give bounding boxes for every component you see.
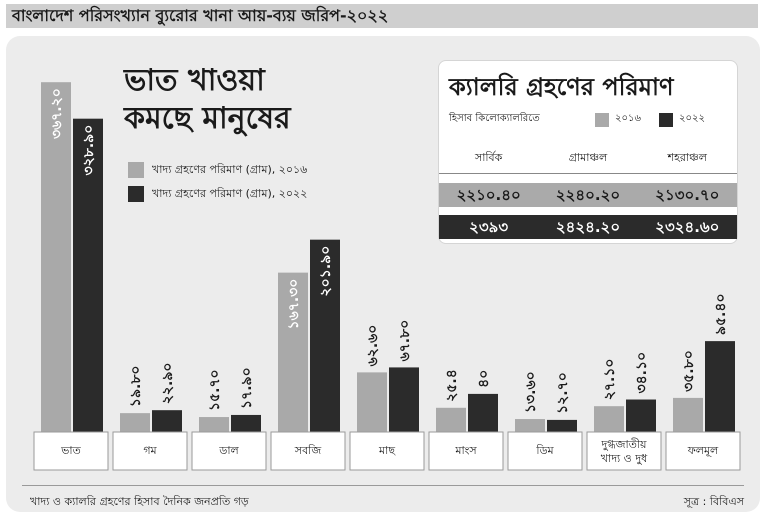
- bar-2016-4: [357, 372, 387, 432]
- value-label-2016-4: ৬২.৬০: [365, 325, 381, 367]
- calorie-divider: [439, 165, 737, 174]
- calorie-2022-rural: ২৪২৪.২০: [555, 218, 621, 236]
- footer-source: সূত্র : বিবিএস: [683, 495, 744, 508]
- main-title-line-2: কমছে মানুষের: [124, 101, 291, 136]
- footer-note: খাদ্য ও ক্যালরি গ্রহণের হিসাব দৈনিক জনপ্…: [30, 495, 249, 508]
- bar-2022-6: [547, 419, 577, 432]
- legend-item-2016: খাদ্য গ্রহণের পরিমাণ (গ্রাম), ২০১৬: [128, 158, 307, 182]
- category-box-3: [270, 431, 346, 471]
- value-label-2022-5: ৪০: [476, 370, 492, 388]
- bar-2022-5: [468, 393, 498, 432]
- bar-2022-8: [705, 341, 735, 432]
- legend: খাদ্য গ্রহণের পরিমাণ (গ্রাম), ২০১৬ খাদ্য…: [128, 158, 307, 206]
- value-label-2022-1: ২২.৯০: [160, 362, 176, 404]
- value-label-2016-8: ৩৫.৮০: [681, 350, 697, 392]
- calorie-2022-overall: ২৩৯৩: [469, 218, 509, 236]
- bar-2022-1: [152, 410, 182, 432]
- value-label-2022-6: ১২.৭০: [555, 372, 571, 414]
- value-label-2016-3: ১৬৭.৩০: [286, 279, 302, 330]
- main-title: ভাত খাওয়া কমছে মানুষের: [124, 62, 291, 138]
- calorie-box: ক্যালরি গ্রহণের পরিমাণ হিসাব কিলোক্যালরি…: [438, 60, 738, 244]
- value-label-2022-7: ৩৪.১০: [634, 352, 650, 394]
- bar-2016-3: [278, 272, 308, 432]
- bar-2022-4: [389, 367, 419, 432]
- value-label-2022-3: ২০১.৯০: [318, 246, 334, 297]
- bar-2016-0: [41, 82, 71, 432]
- footer-divider: [22, 485, 744, 486]
- value-label-2016-7: ২৭.১০: [602, 358, 618, 400]
- bar-2016-8: [673, 397, 703, 432]
- calorie-row-2016: ২২১০.৪০ ২২৪০.২০ ২১৩০.৭০: [439, 183, 737, 207]
- calorie-columns: সার্বিক গ্রামাঞ্চল শহরাঞ্চল: [439, 149, 737, 168]
- main-title-line-1: ভাত খাওয়া: [124, 63, 265, 98]
- category-label-5: মাংস: [454, 444, 477, 457]
- bar-2022-2: [231, 414, 261, 432]
- category-box-4: [349, 431, 425, 471]
- category-label-4: মাছ: [378, 444, 396, 457]
- calorie-row-2022: ২৩৯৩ ২৪২৪.২০ ২৩২৪.৬০: [439, 215, 737, 239]
- calorie-col-rural: গ্রামাঞ্চল: [568, 151, 608, 164]
- category-box-0: [33, 431, 109, 471]
- bar-2022-7: [626, 399, 656, 432]
- calorie-legend-2016: ২০১৬: [615, 113, 641, 124]
- value-label-2022-2: ১৭.৯০: [239, 367, 255, 409]
- calorie-col-overall: সার্বিক: [474, 151, 503, 164]
- legend-item-2022: খাদ্য গ্রহণের পরিমাণ (গ্রাম), ২০২২: [128, 182, 307, 206]
- bar-2016-1: [120, 413, 150, 432]
- category-label-0: ভাত: [60, 444, 81, 457]
- legend-swatch-2016: [128, 162, 144, 178]
- bar-2016-5: [436, 407, 466, 432]
- legend-label-2016: খাদ্য গ্রহণের পরিমাণ (গ্রাম), ২০১৬: [152, 162, 308, 176]
- value-label-2016-6: ১৩.৬০: [523, 371, 539, 413]
- category-box-7: [586, 431, 662, 471]
- calorie-2022-urban: ২৩২৪.৬০: [655, 218, 720, 236]
- category-box-8: [665, 431, 741, 471]
- bar-2022-3: [310, 239, 340, 432]
- category-box-6: [507, 431, 583, 471]
- calorie-title: ক্যালরি গ্রহণের পরিমাণ: [449, 73, 674, 101]
- category-label-2: ডাল: [218, 444, 239, 457]
- category-label-7: দুগ্ধজাতীয় খাদ্য ও দুধ: [600, 438, 648, 465]
- calorie-2016-urban: ২১৩০.৭০: [655, 186, 720, 204]
- calorie-legend-2022: ২০২২: [679, 113, 706, 124]
- bar-2016-2: [199, 417, 229, 432]
- category-label-1: গম: [143, 444, 157, 457]
- value-label-2022-8: ৯৫.৪০: [713, 293, 729, 335]
- category-label-8: ফলমূল: [687, 444, 719, 457]
- legend-swatch-2022: [128, 186, 144, 202]
- calorie-subtitle: হিসাব কিলোক্যালরিতে: [449, 113, 540, 124]
- category-box-5: [428, 431, 504, 471]
- calorie-col-urban: শহরাঞ্চল: [667, 151, 707, 164]
- value-label-2016-2: ১৫.৭০: [207, 369, 223, 411]
- value-label-2016-0: ৩৬৭.২০: [49, 88, 65, 139]
- calorie-legend: ২০১৬ ২০২২: [595, 111, 705, 128]
- category-label-3: সবজি: [294, 444, 322, 457]
- value-label-2016-5: ২৫.৪: [444, 369, 460, 402]
- calorie-legend-swatch-2016: [595, 112, 609, 127]
- bar-2016-7: [594, 406, 624, 432]
- value-label-2022-0: ৩২৮.৯০: [81, 125, 97, 176]
- category-box-2: [191, 431, 267, 471]
- category-box-1: [112, 431, 188, 471]
- calorie-2016-overall: ২২১০.৪০: [456, 186, 521, 204]
- page-header: বাংলাদেশ পরিসংখ্যান ব্যুরোর খানা আয়-ব্য…: [6, 4, 758, 28]
- value-label-2022-4: ৬৭.৮০: [397, 320, 413, 362]
- legend-label-2022: খাদ্য গ্রহণের পরিমাণ (গ্রাম), ২০২২: [152, 186, 308, 200]
- calorie-legend-swatch-2022: [659, 112, 673, 127]
- category-label-6: ডিম: [535, 444, 554, 457]
- bar-2016-6: [515, 419, 545, 432]
- calorie-2016-rural: ২২৪০.২০: [555, 186, 621, 204]
- value-label-2016-1: ১৯.৮০: [128, 365, 144, 407]
- bar-2022-0: [73, 118, 103, 432]
